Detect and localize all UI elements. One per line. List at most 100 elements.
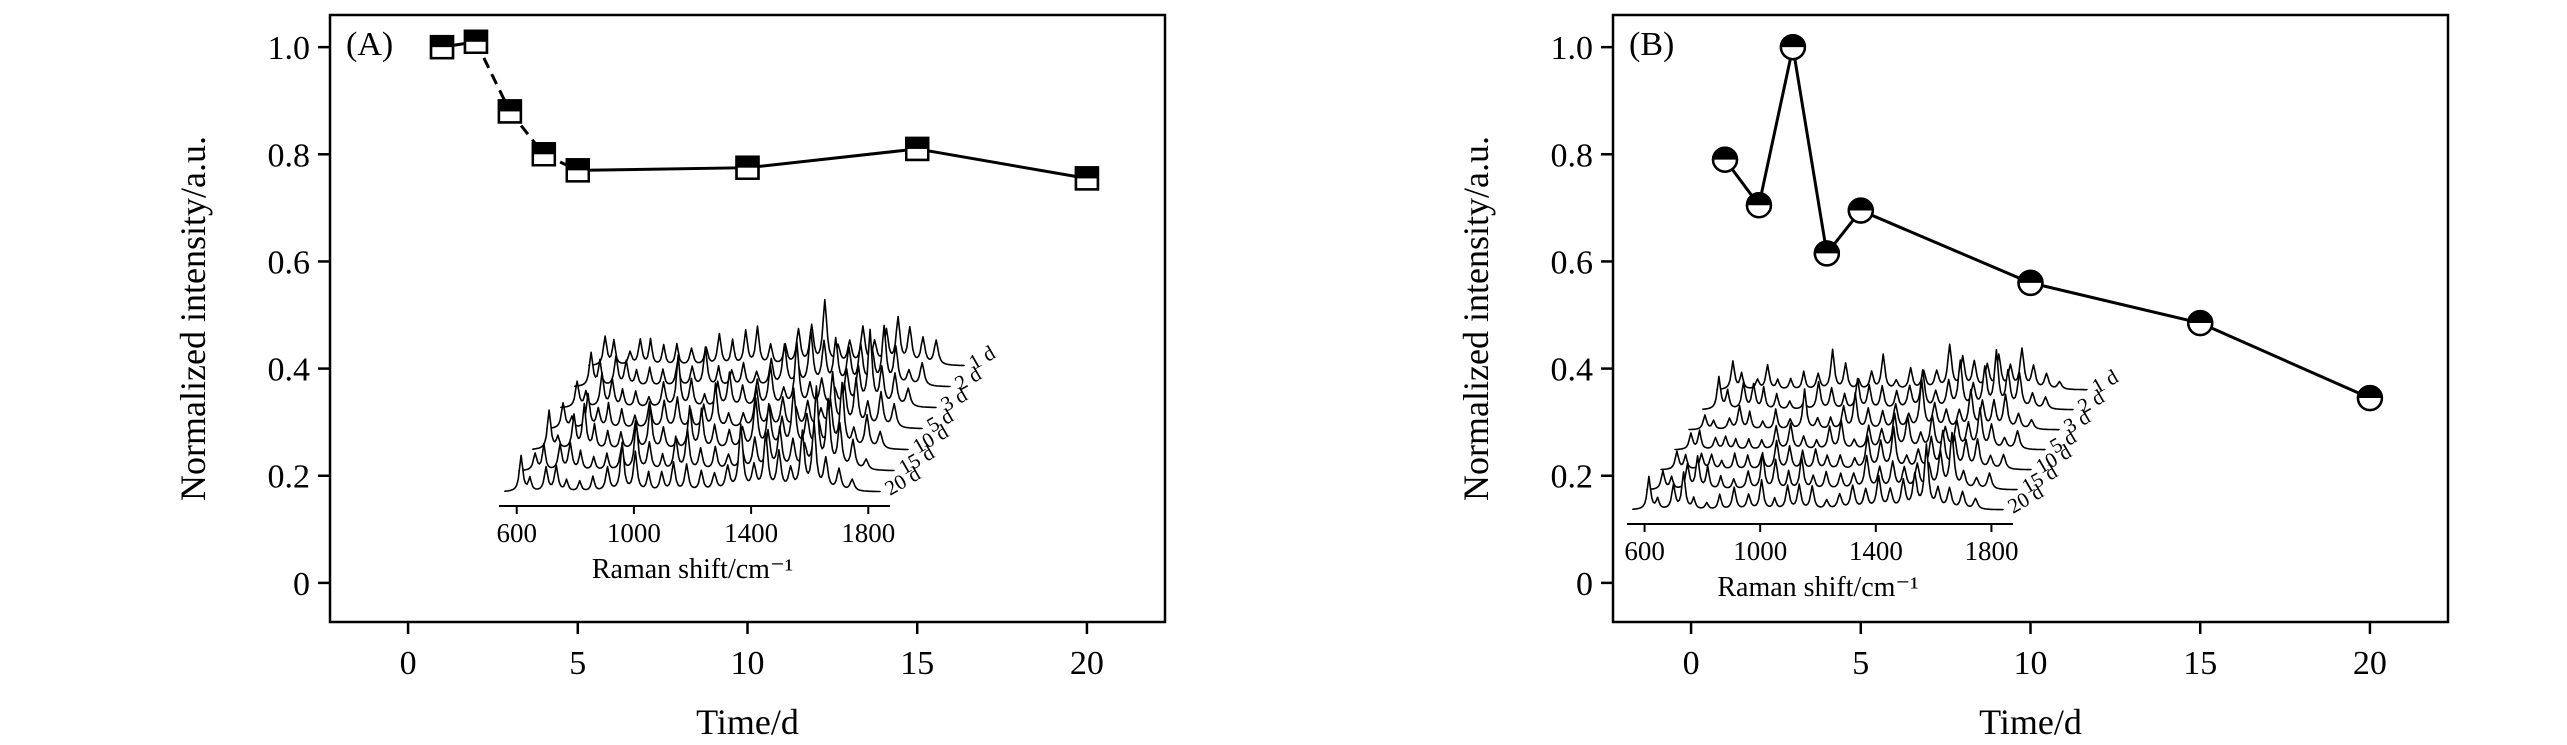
marker-circle-fill (1814, 241, 1839, 254)
marker-square-outline (531, 142, 557, 167)
x-tick-label: 10 (731, 645, 765, 682)
marker-square-fill (1075, 167, 1098, 179)
marker-square-fill (532, 143, 555, 155)
inset-x-tick-label: 1400 (1849, 536, 1903, 566)
marker-circle-outline (1779, 33, 1807, 61)
marker-square-outline (463, 29, 489, 54)
marker-square-outline (497, 99, 523, 124)
data-line-segment (1757, 46, 1795, 206)
marker-circle-outline (1711, 146, 1739, 173)
marker-square-outline (1074, 166, 1100, 191)
marker-square-fill (431, 36, 454, 48)
data-line-segment (2199, 321, 2371, 400)
marker-square-fill (566, 159, 589, 171)
panel-label: (B) (1629, 26, 1674, 63)
inset-spectrum-trace (1674, 407, 2046, 451)
data-line-segment (2030, 281, 2201, 325)
inset-spectrum-trace (1702, 349, 2074, 411)
y-tick-label: 0.8 (268, 137, 311, 174)
inset-x-axis-label: Raman shift/cm⁻¹ (1717, 572, 1918, 603)
axes-frame (1611, 13, 2450, 624)
marker-square-fill (498, 100, 521, 112)
y-tick-label: 0.6 (1551, 244, 1594, 281)
data-point (1711, 146, 1739, 173)
inset-x-tick-label: 1000 (607, 518, 661, 548)
inset-x-tick-label: 600 (1624, 536, 1665, 566)
x-tick-label: 10 (2014, 645, 2048, 682)
inset-spectrum-trace (588, 298, 965, 367)
data-point (2187, 309, 2214, 337)
y-tick-label: 0.4 (268, 352, 311, 389)
marker-circle-fill (1780, 35, 1805, 48)
y-tick-label: 0 (293, 566, 310, 603)
y-tick-label: 0.8 (1551, 137, 1594, 174)
data-line-segment (577, 166, 748, 172)
data-point (1779, 33, 1807, 61)
data-point (905, 136, 930, 162)
data-line-segment (1791, 46, 1829, 254)
data-point (1847, 197, 1874, 224)
marker-square-outline (905, 136, 930, 162)
panel-label: (A) (346, 26, 393, 63)
inset-spectrum-trace (518, 385, 895, 472)
data-point (2017, 269, 2044, 297)
data-point (565, 158, 590, 183)
data-point (1074, 166, 1100, 191)
y-tick-label: 1.0 (1551, 30, 1594, 67)
y-axis-label: Normalized intensity/a.u. (173, 136, 213, 501)
marker-square-outline (735, 155, 760, 180)
marker-circle-outline (1745, 191, 1773, 219)
x-axis-label: Time/d (1979, 702, 2082, 742)
data-line-segment (747, 147, 918, 170)
x-tick-label: 15 (2183, 645, 2217, 682)
marker-square-fill (906, 137, 929, 149)
y-tick-label: 0.4 (1551, 352, 1594, 389)
data-point (735, 155, 760, 180)
marker-circle-fill (1746, 193, 1771, 206)
marker-square-fill (736, 156, 759, 168)
marker-circle-fill (1713, 147, 1738, 160)
marker-circle-outline (1813, 240, 1841, 267)
marker-circle-fill (2018, 270, 2043, 283)
y-tick-label: 0.2 (1551, 459, 1594, 496)
inset-spectrum-trace (560, 328, 937, 409)
panel-a-chart: 0 0.2 0.4 0.6 0.8 1.0 0 5 10 15 20 Normalized inten… (173, 13, 1167, 742)
x-tick-label: 15 (900, 645, 934, 682)
data-point (1745, 191, 1773, 219)
x-axis-label: Time/d (696, 702, 799, 742)
marker-circle-outline (2017, 269, 2044, 297)
data-point (531, 142, 557, 167)
data-point (2356, 384, 2384, 412)
data-point (463, 29, 489, 54)
panel-b-chart: 0 0.2 0.4 0.6 0.8 1.0 0 5 10 15 20 Normalized inten… (1456, 13, 2450, 742)
data-point (1813, 240, 1841, 267)
y-tick-label: 0.6 (268, 244, 311, 281)
marker-circle-outline (2187, 309, 2214, 337)
x-tick-label: 5 (1852, 645, 1869, 682)
marker-circle-outline (2356, 384, 2384, 412)
y-axis-label: Normalized intensity/a.u. (1456, 136, 1496, 501)
inset-x-tick-label: 1800 (1964, 536, 2018, 566)
y-tick-label: 0 (1576, 566, 1593, 603)
marker-square-outline (565, 158, 590, 183)
data-point (497, 99, 523, 124)
marker-square-fill (464, 30, 487, 42)
x-tick-label: 20 (2353, 645, 2387, 682)
inset-x-axis-label: Raman shift/cm⁻¹ (592, 554, 793, 585)
inset-spectrum-trace (1632, 443, 2004, 511)
inset-x-tick-label: 600 (496, 518, 537, 548)
x-tick-label: 20 (1070, 645, 1104, 682)
y-tick-label: 0.2 (268, 459, 311, 496)
y-tick-label: 1.0 (268, 30, 311, 67)
x-tick-label: 0 (1683, 645, 1700, 682)
inset-x-tick-label: 1000 (1733, 536, 1787, 566)
inset-x-tick-label: 1800 (841, 518, 895, 548)
data-line-segment (916, 147, 1088, 180)
inset-spectrum-trace (1716, 343, 2088, 391)
x-tick-label: 5 (569, 645, 586, 682)
x-tick-label: 0 (400, 645, 417, 682)
marker-circle-fill (2188, 311, 2213, 324)
